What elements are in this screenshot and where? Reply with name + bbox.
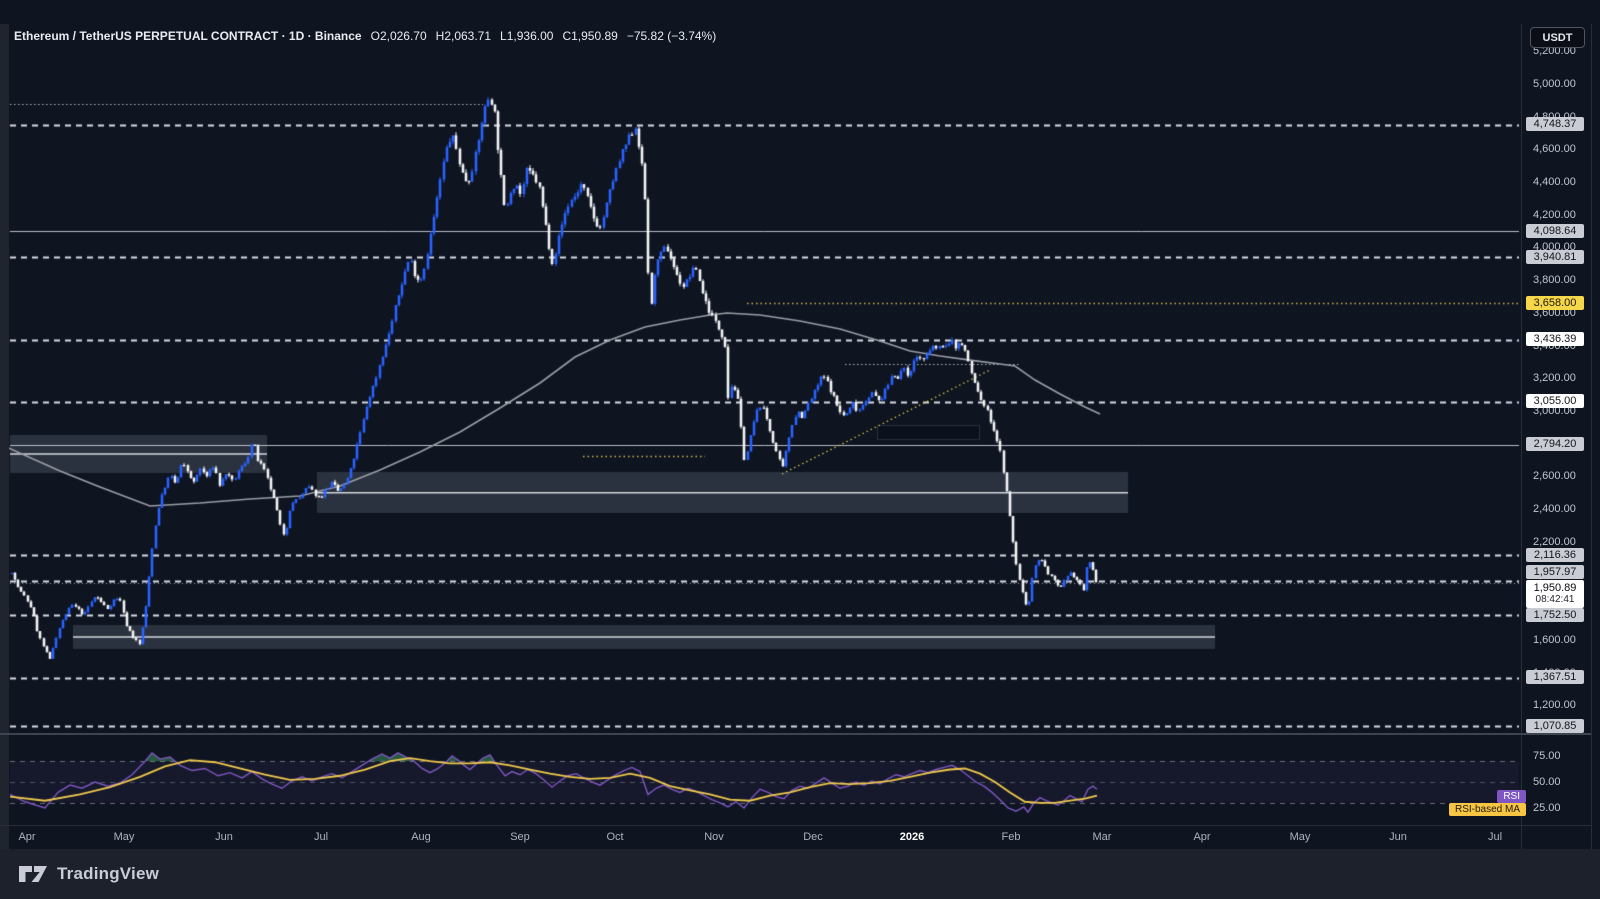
price-tick-label: 4,400.00 xyxy=(1533,175,1576,188)
pane-separator[interactable] xyxy=(0,733,1591,735)
price-tick-label: 5,200.00 xyxy=(1533,45,1576,58)
tradingview-logo[interactable]: TradingView xyxy=(18,862,159,886)
price-axis-border xyxy=(1521,24,1522,849)
legend-low: L1,936.00 xyxy=(500,29,554,43)
time-axis-month-label: Feb xyxy=(1001,831,1021,843)
candle-countdown: 08:42:41 xyxy=(1535,593,1575,605)
rsi-ma-value-badge: RSI-based MA xyxy=(1448,803,1526,816)
price-tick-label: 2,600.00 xyxy=(1533,470,1576,483)
legend-close: C1,950.89 xyxy=(562,29,618,43)
tradingview-logo-text: TradingView xyxy=(57,864,160,883)
price-tick-label: 4,200.00 xyxy=(1533,208,1576,221)
legend-change: −75.82 (−3.74%) xyxy=(626,29,717,43)
rsi-tick-label: 50.00 xyxy=(1533,776,1561,788)
time-axis-month-label: May xyxy=(113,831,135,843)
legend-open: O2,026.70 xyxy=(370,29,427,43)
price-level-label: 3,436.39 xyxy=(1526,332,1584,347)
price-level-label: 3,055.00 xyxy=(1526,394,1584,409)
price-tick-label: 1,200.00 xyxy=(1533,699,1576,712)
time-axis-month-label: Sep xyxy=(510,831,530,843)
tradingview-logo-icon xyxy=(19,866,47,882)
legend-high: H2,063.71 xyxy=(435,29,492,43)
time-axis-month-label: Dec xyxy=(803,831,823,843)
price-level-label: 4,098.64 xyxy=(1526,223,1584,238)
price-level-label: 1,752.50 xyxy=(1526,607,1584,622)
rsi-tick-label: 75.00 xyxy=(1533,750,1561,762)
time-axis-month-label: Jul xyxy=(313,831,329,843)
symbol-legend[interactable]: Ethereum / TetherUS PERPETUAL CONTRACT ·… xyxy=(14,29,716,43)
time-axis-month-label: Nov xyxy=(704,831,724,843)
price-level-label: 3,658.00 xyxy=(1526,295,1584,310)
bottom-logo-bar: TradingView xyxy=(0,849,1600,899)
price-level-label: 3,940.81 xyxy=(1526,249,1584,264)
price-tick-label: 2,200.00 xyxy=(1533,535,1576,548)
time-axis-month-label: 2026 xyxy=(899,831,925,843)
time-axis-month-label: Apr xyxy=(18,831,36,843)
price-tick-label: 3,800.00 xyxy=(1533,274,1576,287)
time-axis-month-label: Oct xyxy=(606,831,624,843)
price-level-label: 1,957.97 xyxy=(1526,564,1584,579)
price-level-label: 2,794.20 xyxy=(1526,437,1584,452)
price-level-label: 1,367.51 xyxy=(1526,670,1584,685)
time-axis-month-label: Aug xyxy=(411,831,431,843)
price-level-label: 1,950.89 08:42:41 xyxy=(1526,579,1584,608)
price-level-label: 4,748.37 xyxy=(1526,117,1584,132)
time-axis-border xyxy=(0,825,1591,826)
right-edge-border xyxy=(1591,24,1592,849)
price-tick-label: 5,000.00 xyxy=(1533,77,1576,90)
price-tick-label: 2,400.00 xyxy=(1533,503,1576,516)
rsi-value-badge: RSI xyxy=(1497,790,1526,803)
time-axis-month-label: Jun xyxy=(1389,831,1407,843)
rsi-tick-label: 25.00 xyxy=(1533,802,1561,814)
price-tick-label: 1,600.00 xyxy=(1533,633,1576,646)
left-edge-strip xyxy=(0,24,9,849)
time-axis-month-label: Apr xyxy=(1193,831,1211,843)
usdt-currency-button[interactable]: USDT xyxy=(1530,27,1585,48)
time-axis-month-label: Jul xyxy=(1487,831,1503,843)
price-tick-label: 3,200.00 xyxy=(1533,372,1576,385)
time-axis-month-label: Jun xyxy=(215,831,233,843)
price-level-label: 1,070.85 xyxy=(1526,718,1584,733)
time-axis-month-label: Mar xyxy=(1092,831,1112,843)
price-level-label: 2,116.36 xyxy=(1526,547,1584,562)
symbol-title[interactable]: Ethereum / TetherUS PERPETUAL CONTRACT ·… xyxy=(14,29,362,43)
time-axis-month-label: May xyxy=(1289,831,1311,843)
price-tick-label: 4,600.00 xyxy=(1533,143,1576,156)
